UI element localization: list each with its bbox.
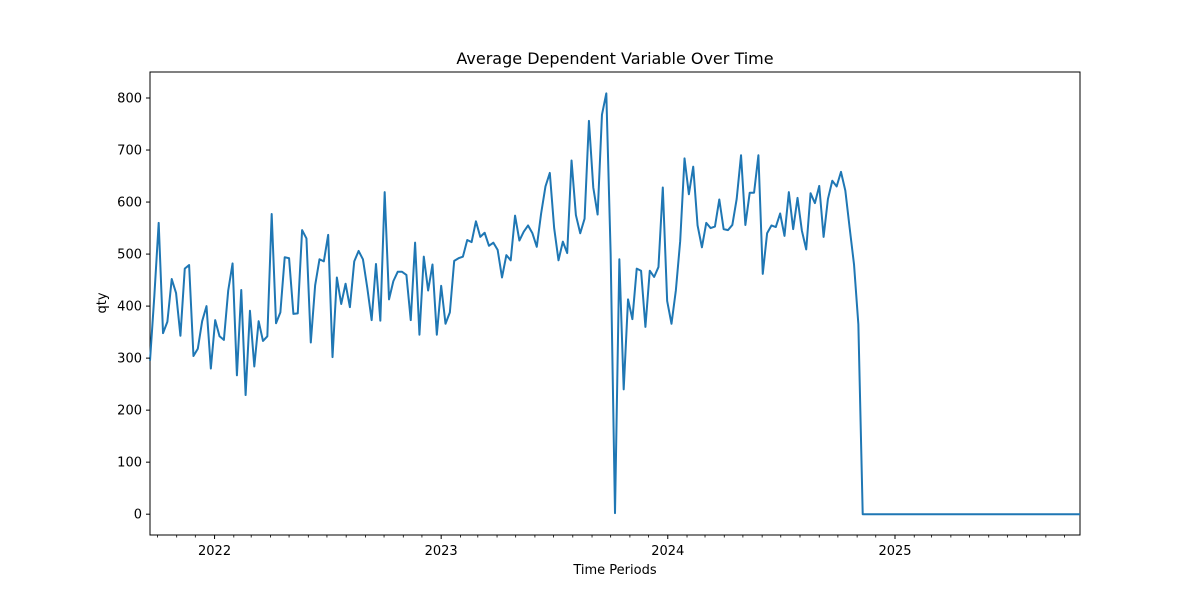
y-axis-label: qty <box>95 292 110 313</box>
x-axis: 2022 2023 2024 2025 <box>157 535 1065 559</box>
x-tick-label: 2022 <box>198 544 231 559</box>
y-tick-label: 500 <box>117 248 142 263</box>
series-line <box>149 92 1080 516</box>
y-tick-label: 200 <box>117 404 142 419</box>
plot-area <box>149 71 1081 536</box>
y-tick-label: 0 <box>134 508 142 523</box>
x-axis-label: Time Periods <box>572 563 656 578</box>
x-tick-label: 2025 <box>878 544 911 559</box>
y-tick-label: 700 <box>117 144 142 159</box>
y-tick-label: 800 <box>117 92 142 107</box>
x-tick-label: 2024 <box>651 544 684 559</box>
plot-frame <box>149 71 1081 536</box>
y-tick-label: 400 <box>117 300 142 315</box>
x-tick-label: 2023 <box>425 544 458 559</box>
chart-title: Average Dependent Variable Over Time <box>456 49 773 68</box>
y-axis: 0 100 200 300 400 500 600 700 800 <box>117 92 150 523</box>
y-tick-label: 100 <box>117 456 142 471</box>
y-tick-label: 600 <box>117 196 142 211</box>
y-tick-label: 300 <box>117 352 142 367</box>
